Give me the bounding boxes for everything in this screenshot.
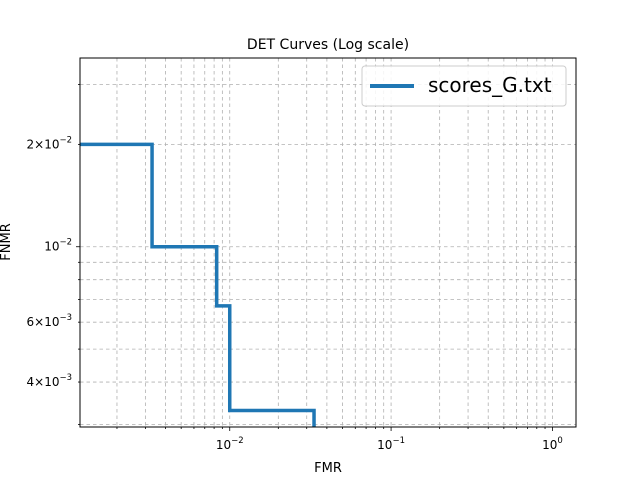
chart-title: DET Curves (Log scale) [247,37,409,53]
x-tick-label: 10−1 [377,436,405,452]
y-axis-ticks: 4×10−3 6×10−3 10−2 2×10−2 [27,84,80,425]
x-tick-label: 10−2 [216,436,244,452]
y-axis-label: FNMR [0,223,14,260]
legend-frame [361,65,567,107]
legend: scores_G.txt [361,65,567,107]
series-line-0 [80,142,316,427]
x-axis-label: FMR [314,461,342,476]
x-axis-ticks: 10−2 10−1 100 [116,427,563,452]
x-tick-label: 100 [542,436,563,452]
y-tick-label: 6×10−3 [27,313,73,329]
legend-label: scores_G.txt [428,73,552,97]
plot-frame [79,57,577,428]
y-tick-label: 4×10−3 [27,373,73,389]
y-tick-label: 10−2 [44,238,72,254]
y-tick-label: 2×10−2 [27,135,73,151]
grid-lines [80,58,576,427]
series-layer [80,142,316,427]
